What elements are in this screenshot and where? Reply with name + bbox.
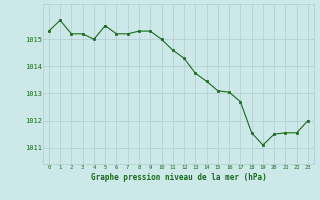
X-axis label: Graphe pression niveau de la mer (hPa): Graphe pression niveau de la mer (hPa) [91, 173, 266, 182]
